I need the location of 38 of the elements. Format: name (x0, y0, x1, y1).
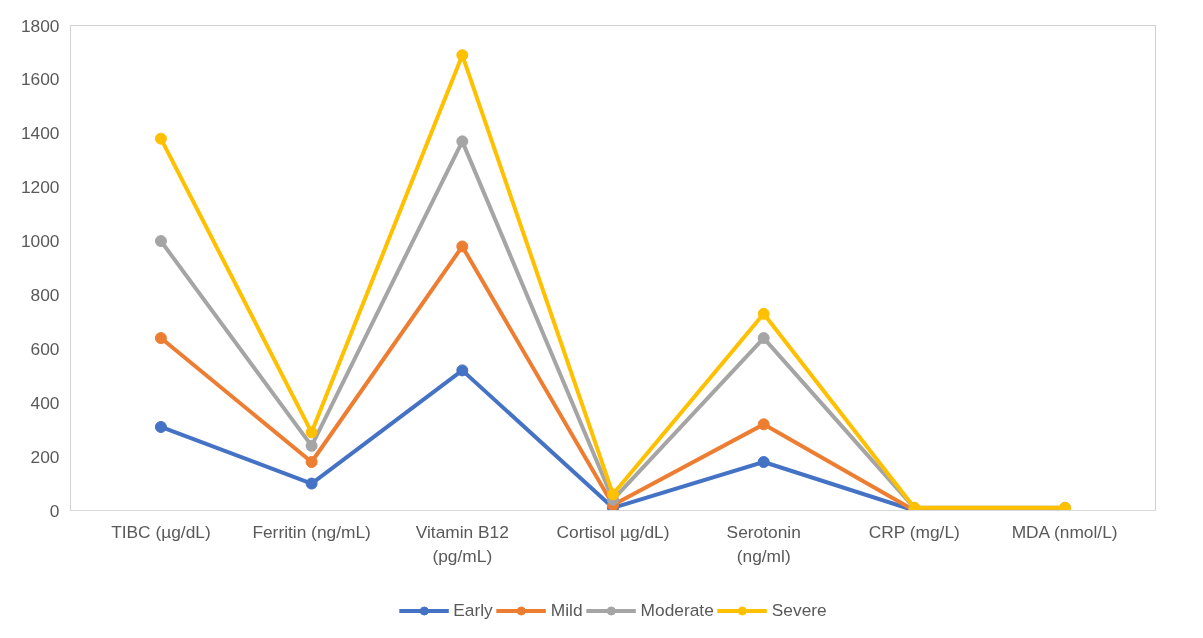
x-tick-label: TIBC (µg/dL) (111, 521, 211, 542)
x-tick-label: Serotonin (ng/ml) (726, 521, 801, 566)
point (757, 456, 770, 468)
x-tick-label: Cortisol µg/dL) (556, 521, 670, 542)
x-tick-label: Vitamin B12 (pg/mL) (415, 521, 509, 566)
y-tick-label: 1200 (20, 177, 60, 198)
point (607, 488, 619, 501)
point (456, 135, 469, 148)
y-tick-label: 400 (30, 392, 60, 413)
y-tick-label: 1800 (20, 15, 60, 36)
point (757, 418, 770, 431)
point (305, 426, 318, 439)
point (154, 332, 167, 345)
legend-label: Moderate (640, 599, 714, 621)
y-tick-label: 200 (30, 446, 60, 467)
x-tick-label: CRP (mg/L) (868, 521, 960, 542)
point (757, 307, 770, 320)
point (456, 49, 469, 62)
legend-label: Early (453, 599, 493, 621)
legend-label: Mild (550, 599, 583, 621)
y-tick-label: 600 (30, 338, 60, 359)
point (154, 235, 167, 248)
y-tick-label: 1600 (20, 69, 60, 90)
y-tick-label: 800 (30, 284, 60, 305)
point (305, 456, 318, 468)
y-tick-label: 0 (49, 500, 60, 521)
legend-label: Severe (771, 599, 827, 621)
point (154, 420, 167, 433)
y-tick-label: 1000 (20, 231, 60, 252)
point (456, 240, 469, 253)
point (305, 477, 318, 490)
x-tick-label: Ferritin (ng/mL) (252, 521, 371, 542)
point (757, 332, 770, 345)
point (305, 439, 318, 452)
y-tick-label: 1400 (20, 123, 60, 144)
point (456, 364, 469, 377)
point (154, 132, 167, 145)
x-tick-label: MDA (nmol/L) (1011, 521, 1118, 542)
